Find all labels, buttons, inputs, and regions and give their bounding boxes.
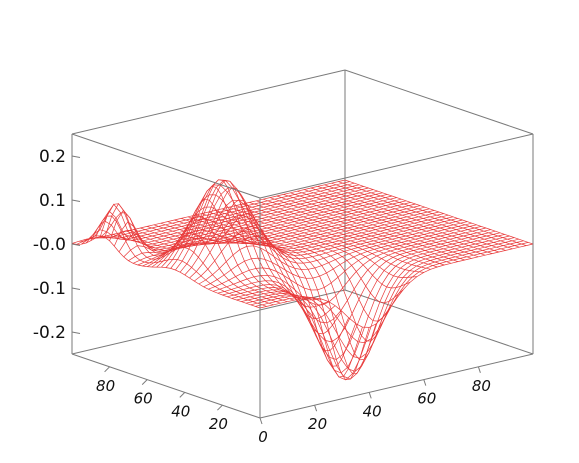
mesh-line-y-20 bbox=[165, 184, 440, 268]
x-tick-label: 0 bbox=[258, 428, 268, 446]
mesh-line-y-21 bbox=[161, 194, 435, 268]
z-axis-ticks: 0.2 0.1 -0.0 -0.1 -0.2 bbox=[33, 147, 81, 343]
mesh-line-y-1 bbox=[255, 242, 529, 344]
box-back bbox=[71, 69, 534, 355]
mesh-line-y-9 bbox=[217, 229, 491, 324]
mesh-line-y-12 bbox=[203, 224, 477, 288]
x-tick-label: 80 bbox=[472, 377, 491, 395]
mesh-line-y-18 bbox=[175, 180, 449, 271]
mesh-line-y-40 bbox=[71, 179, 346, 244]
mesh-line-y-11 bbox=[208, 226, 482, 291]
y-axis-ticks: 20 40 60 80 bbox=[96, 366, 228, 433]
box-edge-back-top-left bbox=[71, 69, 346, 135]
y-tick-label: 40 bbox=[171, 402, 190, 420]
box-edge-top-left bbox=[71, 133, 261, 199]
mesh-line-y-35 bbox=[95, 187, 369, 243]
x-axis-ticks: 0 20 40 60 80 bbox=[258, 366, 491, 446]
mesh-line-y-26 bbox=[137, 202, 411, 266]
mesh-line-y-36 bbox=[90, 186, 364, 241]
z-tick-mark bbox=[71, 199, 81, 202]
mesh-line-x-0 bbox=[71, 236, 261, 309]
z-tick-label: 0.2 bbox=[39, 147, 66, 167]
mesh-line-y-33 bbox=[104, 190, 378, 246]
x-tick-mark bbox=[314, 405, 318, 412]
x-tick-label: 20 bbox=[308, 415, 327, 433]
mesh-line-y-34 bbox=[99, 189, 374, 244]
mesh-line-x-7 bbox=[119, 179, 308, 299]
surface-mesh bbox=[71, 179, 534, 381]
z-tick-label: -0.2 bbox=[33, 323, 66, 343]
x-tick-mark bbox=[368, 392, 372, 399]
x-tick-mark bbox=[423, 379, 427, 386]
mesh-line-y-19 bbox=[170, 179, 444, 269]
mesh-line-y-22 bbox=[156, 206, 430, 268]
mesh-line-y-25 bbox=[142, 203, 416, 267]
mesh-line-y-7 bbox=[227, 232, 501, 360]
mesh-line-y-16 bbox=[184, 199, 458, 276]
mesh-line-y-28 bbox=[128, 198, 402, 261]
x-tick-mark bbox=[259, 417, 263, 425]
z-tick-mark bbox=[71, 331, 81, 334]
mesh-line-y-38 bbox=[81, 182, 355, 245]
y-tick-label: 20 bbox=[209, 415, 228, 433]
box-edge-bottom-left bbox=[71, 353, 261, 419]
mesh-line-y-2 bbox=[250, 240, 524, 359]
box-edge-back-bottom-right bbox=[344, 289, 534, 355]
x-tick-label: 60 bbox=[417, 390, 436, 408]
mesh-line-y-37 bbox=[85, 184, 360, 244]
mesh-line-y-6 bbox=[231, 234, 505, 374]
box-edge-top-right bbox=[259, 133, 534, 199]
mesh-line-y-13 bbox=[198, 222, 472, 285]
z-tick-mark bbox=[71, 243, 81, 246]
mesh-line-y-32 bbox=[109, 192, 383, 247]
z-tick-mark bbox=[71, 155, 81, 158]
z-tick-label: 0.1 bbox=[39, 191, 66, 211]
mesh-line-y-8 bbox=[222, 230, 496, 343]
mesh-line-y-4 bbox=[241, 237, 515, 380]
mesh-line-y-15 bbox=[189, 215, 463, 279]
mesh-line-y-5 bbox=[236, 235, 510, 381]
box-front bbox=[71, 133, 534, 419]
mesh-line-y-23 bbox=[151, 206, 425, 268]
mesh-line-y-14 bbox=[193, 221, 468, 282]
mesh-line-y-39 bbox=[76, 181, 350, 245]
box-edge-back-top-right bbox=[344, 69, 534, 135]
y-tick-mark bbox=[104, 366, 110, 373]
mesh-line-y-31 bbox=[113, 194, 388, 249]
z-tick-label: -0.0 bbox=[33, 235, 66, 255]
y-tick-mark bbox=[141, 379, 148, 385]
box-edge-bottom-right bbox=[259, 353, 534, 419]
x-tick-mark bbox=[477, 366, 481, 373]
y-tick-mark bbox=[179, 392, 186, 398]
mesh-line-y-10 bbox=[212, 227, 487, 306]
y-tick-label: 80 bbox=[96, 377, 115, 395]
y-tick-mark bbox=[217, 404, 223, 411]
mesh-line-y-30 bbox=[118, 195, 393, 253]
mesh-line-y-0 bbox=[259, 243, 534, 328]
z-tick-label: -0.1 bbox=[33, 279, 66, 299]
z-tick-mark bbox=[71, 287, 81, 290]
y-tick-label: 60 bbox=[134, 390, 153, 408]
x-tick-label: 40 bbox=[363, 402, 382, 420]
